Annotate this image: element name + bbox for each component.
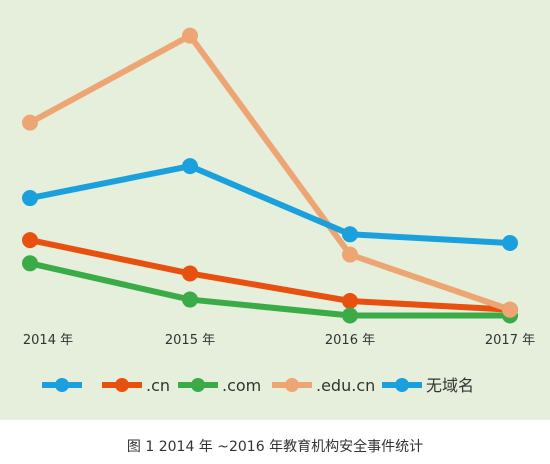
legend-swatch-marker [285,378,299,392]
legend: .cn .com .edu.cn 无域名 [42,376,474,395]
chart-background [0,0,550,420]
legend-label: 无域名 [426,376,474,395]
x-tick-label: 2014 年 [23,333,73,348]
legend-swatch-marker [115,378,129,392]
series-line-cn [27,237,513,313]
data-point-com-2 [342,307,358,324]
series-line-series-4 [27,163,513,246]
line-chart: 2014 年 2015 年 2016 年 2017 年 .cn .com .edu.cn 无… [0,0,550,420]
data-point-com-1 [182,291,198,308]
data-point-cn-2 [342,293,358,309]
legend-label: .edu.cn [316,376,375,395]
legend-swatch-marker [191,378,205,392]
data-point-edu-cn-3 [502,301,518,318]
data-point-series-4-0 [22,190,38,207]
data-point-series-4-2 [342,226,358,243]
data-point-cn-0 [22,232,38,249]
data-point-com-0 [22,255,38,272]
x-tick-label: 2015 年 [165,333,215,348]
x-axis-tick-labels: 2014 年 2015 年 2016 年 2017 年 [23,333,535,348]
data-point-series-4-1 [182,158,198,175]
data-point-cn-1 [182,265,198,282]
data-point-edu-cn-0 [22,114,38,131]
series-line-com [27,260,513,319]
series-line-edu-cn [27,32,513,313]
data-point-series-4-3 [502,235,518,251]
legend-label: .cn [146,376,170,395]
legend-swatch-marker [55,378,69,392]
figure-caption: 图 1 2014 年 ~2016 年教育机构安全事件统计 [126,439,424,455]
series-lines [27,32,513,319]
data-point-edu-cn-2 [342,246,358,263]
legend-swatch-marker [395,378,409,392]
chart-figure: 2014 年 2015 年 2016 年 2017 年 .cn .com .edu.cn 无… [0,0,550,420]
legend-label: .com [222,376,261,395]
x-tick-label: 2017 年 [485,333,535,348]
data-point-edu-cn-1 [182,27,198,44]
series-points [22,27,518,324]
x-tick-label: 2016 年 [325,333,375,348]
